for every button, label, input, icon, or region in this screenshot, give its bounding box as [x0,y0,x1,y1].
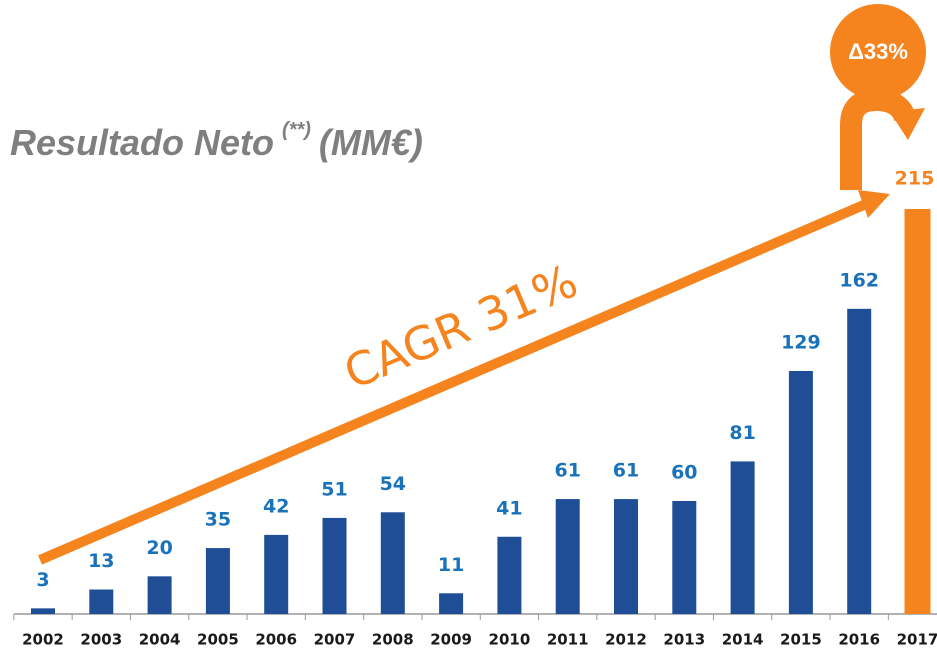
title-main: Resultado Neto [10,122,274,163]
x-tick-label: 2017 [897,631,937,649]
cagr-arrow [38,199,868,565]
value-label: 11 [438,554,464,576]
value-label: 61 [613,460,639,482]
value-label: 215 [895,168,935,190]
bar [497,536,522,614]
bar [205,548,230,614]
delta-arrowhead [890,108,925,140]
delta-circle [830,4,926,100]
bar [322,517,347,614]
bar [847,308,872,614]
value-label: 13 [88,550,114,572]
title-superscript: (**) [282,119,311,141]
bar [264,534,289,614]
x-tick-label: 2004 [139,631,181,649]
chart-title: Resultado Neto (**) (MM€) [10,119,423,162]
value-label: 61 [554,460,580,482]
x-tick-label: 2006 [255,631,297,649]
value-label: 162 [839,269,879,291]
value-label: 41 [496,497,522,519]
bar [730,461,755,614]
x-tick-label: 2013 [663,631,705,649]
bar [788,371,813,614]
x-tick-label: 2008 [372,631,414,649]
x-tick-label: 2007 [314,631,356,649]
value-label: 35 [205,509,231,531]
x-tick-label: 2011 [547,631,589,649]
x-tick-label: 2009 [430,631,472,649]
value-label: 81 [729,422,755,444]
value-label: 129 [781,332,821,354]
x-tick-label: 2015 [780,631,822,649]
x-tick-label: 2012 [605,631,647,649]
value-label: 51 [321,478,347,500]
x-tick-label: 2003 [80,631,122,649]
bar [439,593,464,614]
bar [380,512,405,614]
x-tick-label: 2010 [489,631,531,649]
x-tick-label: 2002 [22,631,64,649]
delta-label: Δ33% [848,39,908,64]
value-label: 3 [36,569,49,591]
value-label: 54 [380,473,406,495]
value-label: 20 [146,537,172,559]
bar [89,589,114,614]
bar [904,209,931,614]
value-label: 42 [263,495,289,517]
x-tick-label: 2014 [722,631,764,649]
bar [672,500,697,614]
x-tick-label: 2016 [838,631,880,649]
x-tick-label: 2005 [197,631,239,649]
bar [555,499,580,614]
bar [31,608,55,614]
cagr-arrowhead [858,190,890,218]
title-unit: (MM€) [319,122,423,163]
value-label: 60 [671,461,697,483]
delta-arrow [840,88,916,190]
bar [614,499,638,614]
bar [147,576,172,614]
